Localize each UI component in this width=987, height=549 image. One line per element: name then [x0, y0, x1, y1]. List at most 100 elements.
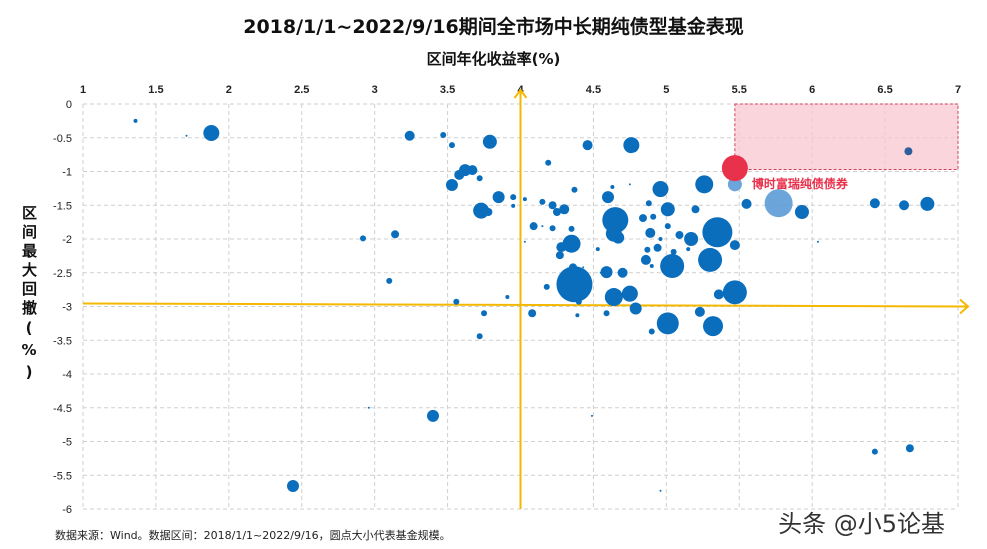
fund-bubble	[603, 310, 610, 317]
fund-bubble	[529, 222, 538, 231]
fund-bubble	[511, 203, 516, 208]
y-tick-label: -2.5	[53, 268, 72, 280]
x-tick-label: 6	[809, 84, 815, 96]
fund-bubble	[459, 164, 472, 177]
fund-bubble	[729, 240, 740, 251]
fund-bubble	[660, 202, 675, 217]
fund-bubble	[360, 235, 366, 242]
x-tick-label: 3	[372, 84, 378, 96]
fund-bubble	[640, 254, 651, 265]
fund-bubble	[539, 198, 546, 205]
fund-bubble	[482, 134, 497, 149]
y-tick-label: -4.5	[53, 403, 72, 415]
fund-bubble	[556, 242, 567, 253]
fund-bubble	[612, 231, 625, 244]
fund-bubble	[660, 254, 685, 278]
fund-bubble	[367, 406, 370, 409]
fund-bubble	[722, 280, 747, 305]
fund-bubble	[684, 232, 699, 246]
fund-bubble	[600, 266, 613, 279]
fund-bubble	[920, 196, 935, 211]
fund-bubble	[659, 489, 662, 492]
fund-bubble	[670, 248, 677, 255]
fund-bubble	[287, 480, 299, 493]
vertical-arrow-icon	[513, 88, 528, 99]
fund-bubble	[556, 266, 593, 303]
fund-bubble	[555, 251, 564, 260]
fund-bubble	[559, 204, 570, 215]
fund-bubble	[575, 298, 582, 305]
y-tick-label: -1	[62, 167, 72, 179]
y-tick-label: -1.5	[53, 200, 72, 212]
horizontal-arrow-icon	[959, 298, 970, 315]
y-tick-label: 0	[66, 99, 72, 111]
fund-bubble	[440, 132, 447, 139]
fund-bubble	[185, 134, 188, 137]
fund-bubble	[653, 243, 662, 252]
fund-bubble	[656, 312, 679, 335]
fund-bubble	[545, 159, 552, 166]
y-tick-label: -2	[62, 234, 72, 246]
fund-bubble	[764, 189, 793, 218]
fund-bubble	[628, 183, 631, 186]
fund-bubble	[552, 208, 561, 216]
fund-bubble	[602, 207, 629, 234]
x-tick-label: 1	[80, 84, 86, 96]
fund-bubble	[610, 185, 615, 190]
x-axis-label: 区间年化收益率(%)	[426, 50, 561, 68]
annotation-label: 博时富瑞纯债债券	[752, 176, 849, 191]
fund-bubble	[548, 201, 557, 210]
fund-bubble	[741, 198, 752, 209]
x-tick-label: 1.5	[148, 84, 163, 96]
fund-bubble	[645, 200, 652, 207]
x-tick-label: 2.5	[294, 84, 309, 96]
fund-bubble	[476, 175, 483, 182]
fund-bubble	[869, 198, 880, 209]
y-tick-label: -5	[62, 437, 72, 449]
fund-bubble	[595, 247, 600, 252]
x-tick-label: 5	[663, 84, 669, 96]
fund-bubble	[817, 240, 819, 243]
fund-bubble	[523, 240, 526, 243]
fund-bubble	[899, 200, 910, 211]
fund-bubble	[582, 266, 585, 269]
fund-bubble	[652, 181, 669, 198]
fund-bubble	[571, 186, 578, 193]
fund-bubble	[467, 165, 478, 176]
fund-bubble	[702, 217, 733, 248]
x-tick-label: 4.5	[586, 84, 601, 96]
fund-bubble	[623, 137, 640, 154]
fund-bubble	[664, 223, 671, 230]
fund-bubble	[453, 298, 460, 305]
fund-bubble	[391, 230, 400, 239]
fund-bubble	[568, 225, 575, 232]
y-tick-label: -4	[62, 369, 72, 381]
fund-bubble	[549, 225, 556, 232]
fund-bubble	[604, 288, 623, 307]
fund-bubble	[691, 205, 700, 214]
fund-bubble	[617, 267, 628, 278]
y-axis-label: 区间最大回撤(%)	[20, 205, 38, 385]
fund-bubble	[645, 227, 656, 238]
fund-bubble	[703, 316, 723, 337]
fund-bubble	[905, 444, 914, 453]
fund-bubble	[575, 313, 580, 318]
y-tick-label: -5.5	[53, 470, 72, 482]
y-tick-label: -0.5	[53, 133, 72, 145]
fund-bubble	[599, 271, 602, 274]
fund-bubble	[543, 283, 550, 290]
y-tick-label: -3.5	[53, 335, 72, 347]
highlight-bubble	[721, 155, 748, 182]
fund-bubble	[904, 147, 913, 156]
highlight-region	[734, 103, 959, 170]
fund-bubble	[203, 125, 220, 142]
fund-bubble	[629, 302, 642, 315]
fund-bubble	[644, 246, 651, 253]
fund-bubble	[404, 130, 415, 141]
fund-bubble	[476, 333, 483, 340]
x-tick-label: 5.5	[732, 84, 747, 96]
fund-bubble	[695, 175, 714, 194]
fund-bubble	[698, 247, 723, 272]
fund-bubble	[473, 202, 490, 219]
fund-bubble	[510, 194, 517, 201]
